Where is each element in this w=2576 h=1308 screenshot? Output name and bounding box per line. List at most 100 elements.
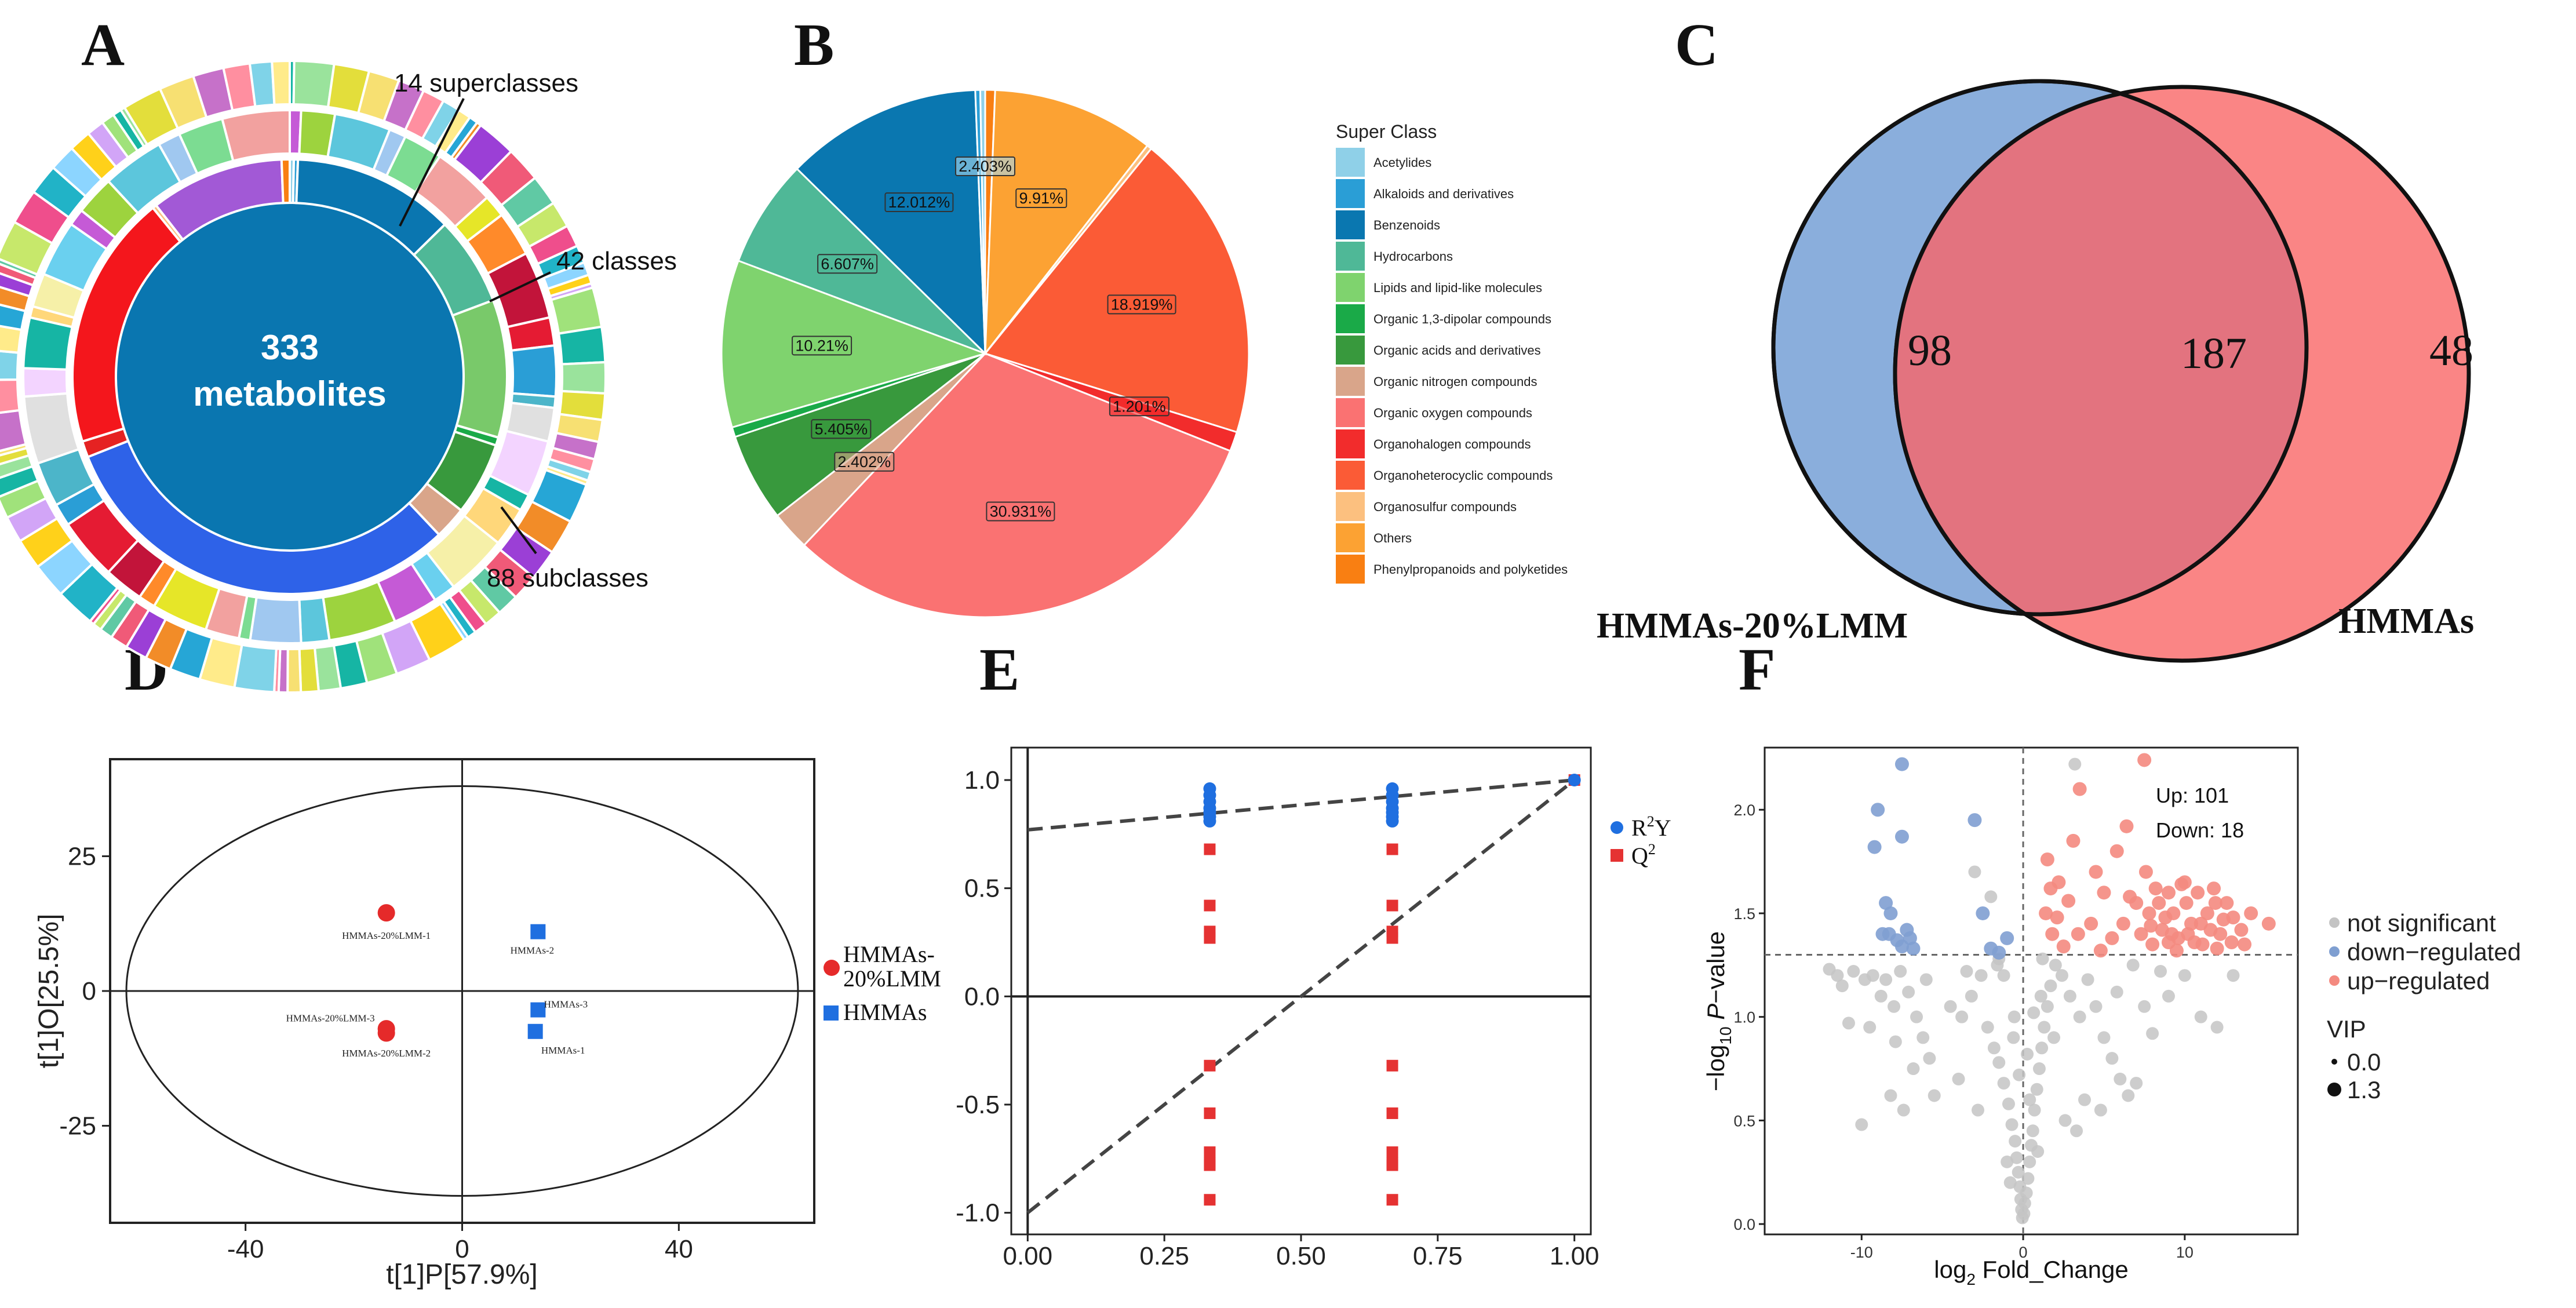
volcano-point-ns — [2031, 1145, 2045, 1158]
volcano-legend-marker-up — [2329, 975, 2340, 986]
venn-left-only-count: 98 — [1908, 326, 1952, 375]
volcano-point-down — [1900, 923, 1914, 937]
plot-e-point-r2y — [1386, 814, 1399, 828]
pie-label-box — [884, 192, 954, 212]
volcano-point-up — [2116, 916, 2130, 931]
volcano-point-ns — [1894, 965, 1907, 978]
pie-slice-label: 9.91% — [1019, 190, 1063, 207]
volcano-point-up — [2045, 927, 2060, 941]
pie-legend-label: Acetylides — [1373, 155, 1431, 170]
sunburst-subclass-segment — [271, 59, 291, 106]
plot-d-xlabel: t[1]P[57.9%] — [386, 1259, 538, 1290]
volcano-point-up — [2066, 833, 2081, 848]
plot-e-point-q2 — [1204, 1146, 1216, 1158]
volcano-point-ns — [1955, 1010, 1969, 1023]
volcano-point-ns — [1965, 989, 1978, 1003]
annotation-line-subclasses — [500, 506, 537, 555]
plot-d-point-hmmas — [530, 924, 546, 939]
volcano-point-ns — [2073, 1010, 2086, 1023]
volcano-point-down — [2000, 931, 2014, 945]
pie-slice — [796, 89, 986, 356]
plot-d-point-label: HMMAs-3 — [544, 999, 588, 1010]
volcano-point-ns — [2013, 1068, 2026, 1081]
plot-f-ytick-label: 0.5 — [1733, 1112, 1755, 1130]
pie-label-box — [1015, 188, 1067, 209]
volcano-point-down — [1894, 939, 1909, 954]
pie-slice-label: 2.402% — [838, 453, 891, 471]
plot-e-legend-marker-q2 — [1611, 849, 1623, 862]
volcano-point-up — [2138, 865, 2153, 879]
volcano-point-ns — [2036, 952, 2049, 965]
volcano-point-ns — [1863, 1021, 1877, 1034]
sunburst-center-label: metabolites — [193, 374, 386, 413]
plot-d-xtick-label: 0 — [455, 1235, 469, 1263]
plot-d-ytick-label: 0 — [82, 977, 96, 1005]
volcano-point-ns — [2041, 1000, 2054, 1013]
volcano-point-ns — [1874, 989, 1888, 1003]
annotation-classes: 42 classes — [556, 247, 677, 275]
plot-d-point-label: HMMAs-2 — [511, 945, 555, 956]
pie-legend-label: Organohalogen compounds — [1373, 437, 1531, 451]
pie-legend-swatch — [1336, 461, 1365, 490]
volcano-point-up — [2105, 931, 2119, 945]
volcano-point-ns — [1835, 979, 1849, 993]
volcano-point-ns — [2027, 1006, 2041, 1019]
annotation-subclasses: 88 subclasses — [487, 564, 648, 592]
volcano-point-ns — [1968, 865, 1981, 879]
pie-legend-swatch — [1336, 273, 1365, 302]
plot-f-frame — [1764, 746, 2299, 1236]
pie-legend-label: Organic acids and derivatives — [1373, 343, 1541, 358]
volcano-point-up — [2203, 923, 2218, 937]
volcano-point-up — [2050, 910, 2064, 925]
pie-label-box — [955, 156, 1015, 176]
pie-legend-swatch — [1336, 336, 1365, 365]
volcano-point-up — [2208, 896, 2222, 910]
volcano-point-ns — [2020, 1186, 2033, 1200]
pie-slice-label: 1.201% — [1113, 398, 1166, 415]
volcano-point-down — [1883, 906, 1898, 920]
pie-slice-label: 5.405% — [815, 420, 868, 438]
plot-d-point-label: HMMAs-20%LMM-2 — [342, 1048, 431, 1059]
volcano-point-up — [2179, 896, 2194, 910]
pie-slice-label: 2.403% — [959, 158, 1012, 175]
volcano-point-ns — [1879, 973, 1893, 986]
plot-f-xlabel: log2 Fold_Change — [1934, 1256, 2129, 1288]
volcano-point-ns — [2030, 1083, 2043, 1096]
volcano-point-down — [1976, 906, 1990, 920]
pie-slice-label: 10.21% — [795, 337, 848, 354]
volcano-point-ns — [1916, 1031, 1930, 1044]
volcano-point-ns — [2210, 1021, 2224, 1034]
volcano-point-ns — [1997, 1077, 2010, 1090]
volcano-legend-marker-down — [2329, 946, 2340, 957]
plot-e-legend-q2: Q2 — [1631, 841, 1656, 869]
sunburst-superclass-segment — [86, 439, 441, 595]
volcano-point-ns — [2034, 989, 2047, 1003]
pie-slice — [720, 259, 988, 429]
volcano-point-up — [2145, 937, 2160, 952]
plot-d-point-lmm — [377, 904, 395, 922]
volcano-point-ns — [2081, 973, 2094, 986]
volcano-point-ns — [2126, 959, 2140, 972]
volcano-point-ns — [2105, 1052, 2119, 1065]
plot-d-legend-label-1b: 20%LMM — [843, 965, 941, 992]
volcano-point-ns — [2130, 1077, 2143, 1090]
sunburst-class-segment — [220, 108, 291, 163]
panel-c-venn: 98 187 48 HMMAs-20%LMM HMMAs — [1597, 79, 2474, 663]
pie-label-box — [1109, 396, 1169, 417]
volcano-point-ns — [1842, 1016, 1855, 1030]
plot-e-ytick-label: -1.0 — [956, 1199, 1000, 1227]
volcano-vip-marker-small — [2331, 1059, 2337, 1065]
volcano-point-ns — [1831, 969, 1844, 982]
volcano-point-ns — [2058, 1114, 2072, 1127]
volcano-point-up — [2152, 896, 2166, 910]
sunburst-subclass-segment — [557, 325, 607, 366]
plot-d-legend-marker-2 — [824, 1005, 839, 1021]
plot-e-legend-marker-r2y — [1611, 821, 1623, 834]
volcano-point-up — [2161, 935, 2176, 949]
pie-legend-swatch — [1336, 367, 1365, 396]
pie-legend: Acetylides Alkaloids and derivatives Benze… — [1336, 148, 1568, 584]
volcano-point-up — [2039, 906, 2053, 920]
pie-slice-label: 30.931% — [990, 502, 1052, 520]
volcano-point-ns — [2044, 979, 2057, 993]
plot-e-point-q2 — [1204, 1159, 1216, 1171]
